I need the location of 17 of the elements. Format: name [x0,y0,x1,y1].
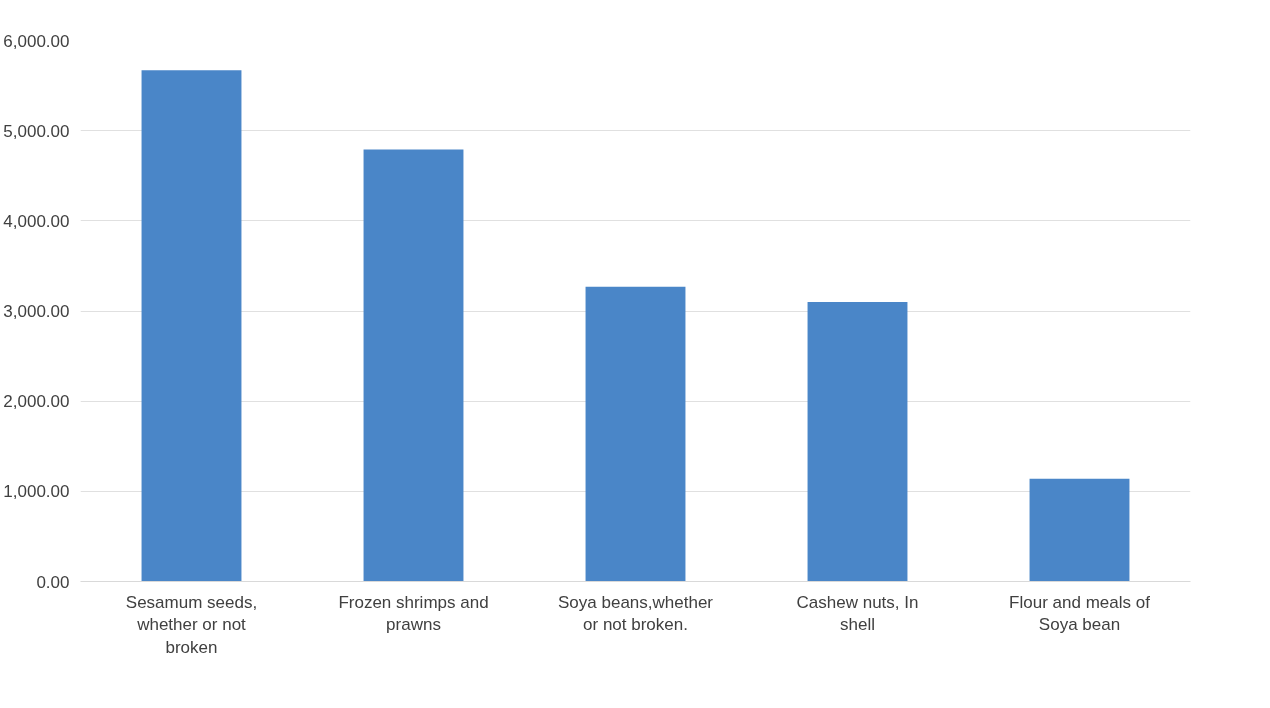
bar [807,301,908,582]
y-tick-label: 6,000.00 [3,31,70,51]
bar [1029,478,1130,582]
y-tick-label: 3,000.00 [3,302,70,321]
x-tick-label: Frozen shrimps and prawns [338,592,489,635]
y-tick-label: 5,000.00 [3,121,70,141]
y-tick-label: 2,000.00 [3,392,70,412]
bar [585,286,686,582]
y-tick-label: 1,000.00 [3,482,70,502]
x-tick-label: Sesamum seeds, whether or not broken [125,592,258,658]
y-tick-label: 4,000.00 [3,211,70,231]
bar [141,70,242,582]
y-tick-label: 0.00 [36,572,70,592]
x-tick-label: Cashew nuts, In shell [796,592,919,635]
bar [363,149,464,582]
x-tick-label: Flour and meals of Soya bean [1009,592,1151,635]
x-tick-label: Soya beans,whether or not broken. [558,592,714,635]
